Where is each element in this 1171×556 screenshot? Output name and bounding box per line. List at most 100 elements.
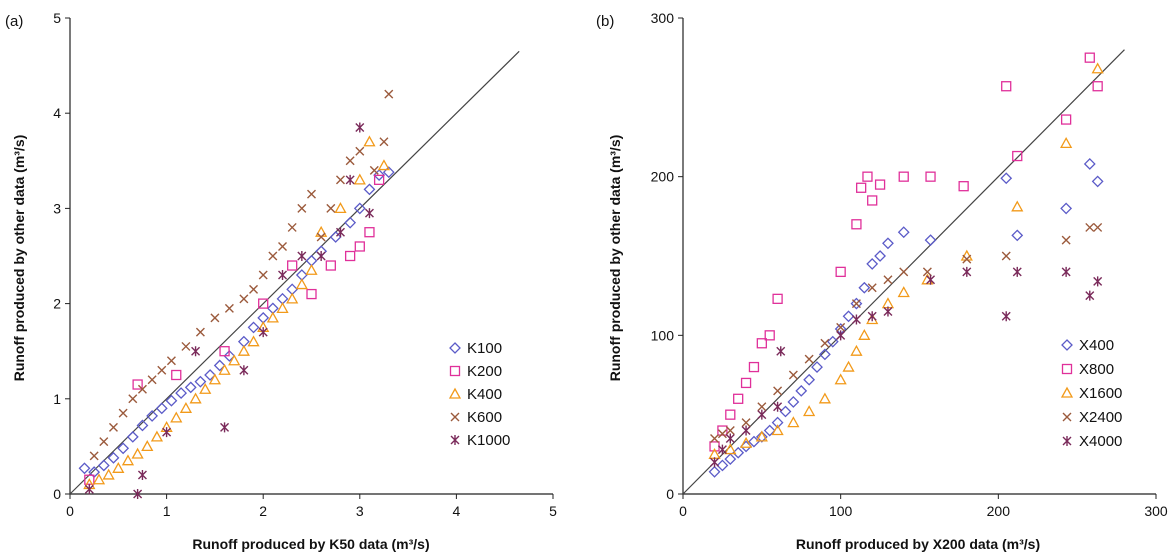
point-x1600 <box>771 424 784 436</box>
point-x800 <box>862 171 873 182</box>
legend-marker-k1000 <box>450 435 460 445</box>
x-tick-label: 100 <box>829 503 853 519</box>
point-x1600 <box>834 373 847 385</box>
point-k600 <box>297 203 307 213</box>
point-x400 <box>732 446 745 459</box>
point-x400 <box>708 465 721 478</box>
point-k100 <box>329 231 342 243</box>
point-k100 <box>194 375 207 388</box>
point-k600 <box>147 375 157 385</box>
point-k400 <box>377 159 391 171</box>
point-k600 <box>384 89 394 99</box>
point-x4000 <box>867 311 877 322</box>
point-x800 <box>851 219 862 230</box>
point-x400 <box>771 416 784 429</box>
point-x800 <box>717 425 728 436</box>
point-k600 <box>166 356 176 366</box>
point-x400 <box>779 405 792 418</box>
point-x1600 <box>818 392 832 404</box>
point-x400 <box>724 453 737 466</box>
point-x400 <box>897 226 910 239</box>
y-tick-label: 3 <box>53 200 61 216</box>
point-k400 <box>276 302 289 314</box>
point-k600 <box>224 303 234 313</box>
point-x400 <box>858 281 871 294</box>
point-x800 <box>1084 52 1095 63</box>
point-x400 <box>924 234 937 247</box>
point-k400 <box>334 202 347 214</box>
legend-marker-x4000 <box>1062 436 1072 446</box>
point-k600 <box>195 327 205 337</box>
point-k400 <box>208 373 222 385</box>
point-x1600 <box>897 286 910 298</box>
point-x1600 <box>1011 200 1024 212</box>
point-k100 <box>117 442 130 455</box>
point-k400 <box>295 278 308 290</box>
point-k400 <box>141 440 154 452</box>
x-tick-label: 0 <box>66 503 74 519</box>
point-x4000 <box>836 330 846 341</box>
point-k1000 <box>162 427 172 438</box>
point-k100 <box>363 183 376 196</box>
panel-b: (b) 0 100 200 300 0 100 200 300 X400 X800 X1600 X2… <box>596 10 1168 552</box>
y-tick-label: 2 <box>53 296 61 312</box>
point-k600 <box>108 422 118 432</box>
point-k1000 <box>84 484 94 495</box>
point-x800 <box>733 393 744 404</box>
legend-marker-k400 <box>448 387 462 399</box>
point-x400 <box>787 396 800 408</box>
point-x2400 <box>1061 235 1071 245</box>
point-x400 <box>874 250 887 262</box>
point-k400 <box>228 354 241 366</box>
panel-a-tick-labels: 0 1 2 3 4 5 0 1 2 3 4 5 <box>53 10 557 519</box>
point-k100 <box>107 451 120 464</box>
point-k1000 <box>335 227 345 238</box>
point-k200 <box>219 346 230 357</box>
x-tick-label: 1 <box>163 503 171 519</box>
legend-marker-k200 <box>449 365 461 377</box>
point-x4000 <box>725 433 735 444</box>
point-x400 <box>716 459 729 472</box>
point-k600 <box>326 203 336 213</box>
point-x400 <box>1060 202 1073 215</box>
point-x400 <box>795 384 808 397</box>
point-k1000 <box>239 365 249 376</box>
point-k100 <box>165 394 178 407</box>
point-x1600 <box>755 430 768 442</box>
point-k1000 <box>316 251 326 261</box>
point-k400 <box>179 401 193 413</box>
point-x800 <box>898 171 909 182</box>
point-x800 <box>756 338 767 349</box>
point-x4000 <box>851 314 861 325</box>
point-x400 <box>842 310 855 323</box>
point-k600 <box>137 384 147 394</box>
x-tick-label: 0 <box>679 503 687 519</box>
point-x800 <box>725 409 736 420</box>
point-x4000 <box>926 274 936 285</box>
point-k400 <box>112 461 125 473</box>
point-k600 <box>345 156 355 166</box>
point-x400 <box>882 237 894 250</box>
y-tick-label: 100 <box>651 327 675 343</box>
point-k600 <box>287 222 297 232</box>
point-k400 <box>102 468 115 480</box>
legend-marker-k100 <box>449 342 461 354</box>
point-x1600 <box>850 344 863 356</box>
point-k1000 <box>345 174 355 185</box>
point-x800 <box>1092 81 1103 92</box>
point-x2400 <box>836 322 846 332</box>
panel-b-axes <box>682 18 1156 495</box>
point-x2400 <box>788 370 798 380</box>
y-tick-label: 300 <box>651 10 675 26</box>
point-x2400 <box>1085 222 1095 232</box>
point-x1600 <box>842 360 855 372</box>
legend-marker-x1600 <box>1060 386 1074 398</box>
x-tick-label: 5 <box>549 503 557 519</box>
point-x4000 <box>710 457 720 468</box>
panel-b-points <box>708 52 1104 478</box>
point-k400 <box>150 430 164 442</box>
point-x2400 <box>1001 251 1011 261</box>
point-k100 <box>146 410 159 422</box>
point-k600 <box>278 241 288 251</box>
point-k600 <box>379 137 389 147</box>
